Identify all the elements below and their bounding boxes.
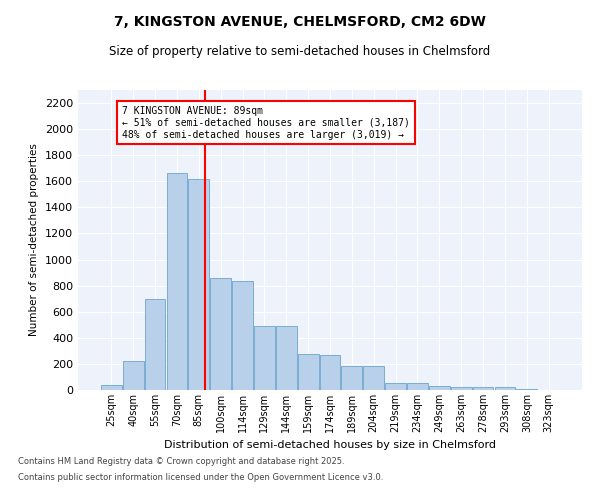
Bar	[254, 326, 275, 390]
Text: 7 KINGSTON AVENUE: 89sqm
← 51% of semi-detached houses are smaller (3,187)
48% o: 7 KINGSTON AVENUE: 89sqm ← 51% of semi-d…	[122, 106, 410, 140]
Bar	[145, 298, 166, 390]
Text: Contains HM Land Registry data © Crown copyright and database right 2025.: Contains HM Land Registry data © Crown c…	[18, 458, 344, 466]
Bar	[320, 355, 340, 390]
Bar	[494, 388, 515, 390]
Bar	[298, 354, 319, 390]
Bar	[210, 278, 231, 390]
Text: Contains public sector information licensed under the Open Government Licence v3: Contains public sector information licen…	[18, 472, 383, 482]
X-axis label: Distribution of semi-detached houses by size in Chelmsford: Distribution of semi-detached houses by …	[164, 440, 496, 450]
Bar	[407, 384, 428, 390]
Bar	[429, 386, 450, 390]
Bar	[101, 386, 122, 390]
Bar	[473, 388, 493, 390]
Bar	[167, 174, 187, 390]
Text: Size of property relative to semi-detached houses in Chelmsford: Size of property relative to semi-detach…	[109, 45, 491, 58]
Bar	[451, 386, 472, 390]
Bar	[232, 281, 253, 390]
Text: 7, KINGSTON AVENUE, CHELMSFORD, CM2 6DW: 7, KINGSTON AVENUE, CHELMSFORD, CM2 6DW	[114, 15, 486, 29]
Bar	[341, 366, 362, 390]
Bar	[385, 383, 406, 390]
Bar	[276, 326, 296, 390]
Y-axis label: Number of semi-detached properties: Number of semi-detached properties	[29, 144, 40, 336]
Bar	[123, 360, 143, 390]
Bar	[364, 366, 384, 390]
Bar	[188, 178, 209, 390]
